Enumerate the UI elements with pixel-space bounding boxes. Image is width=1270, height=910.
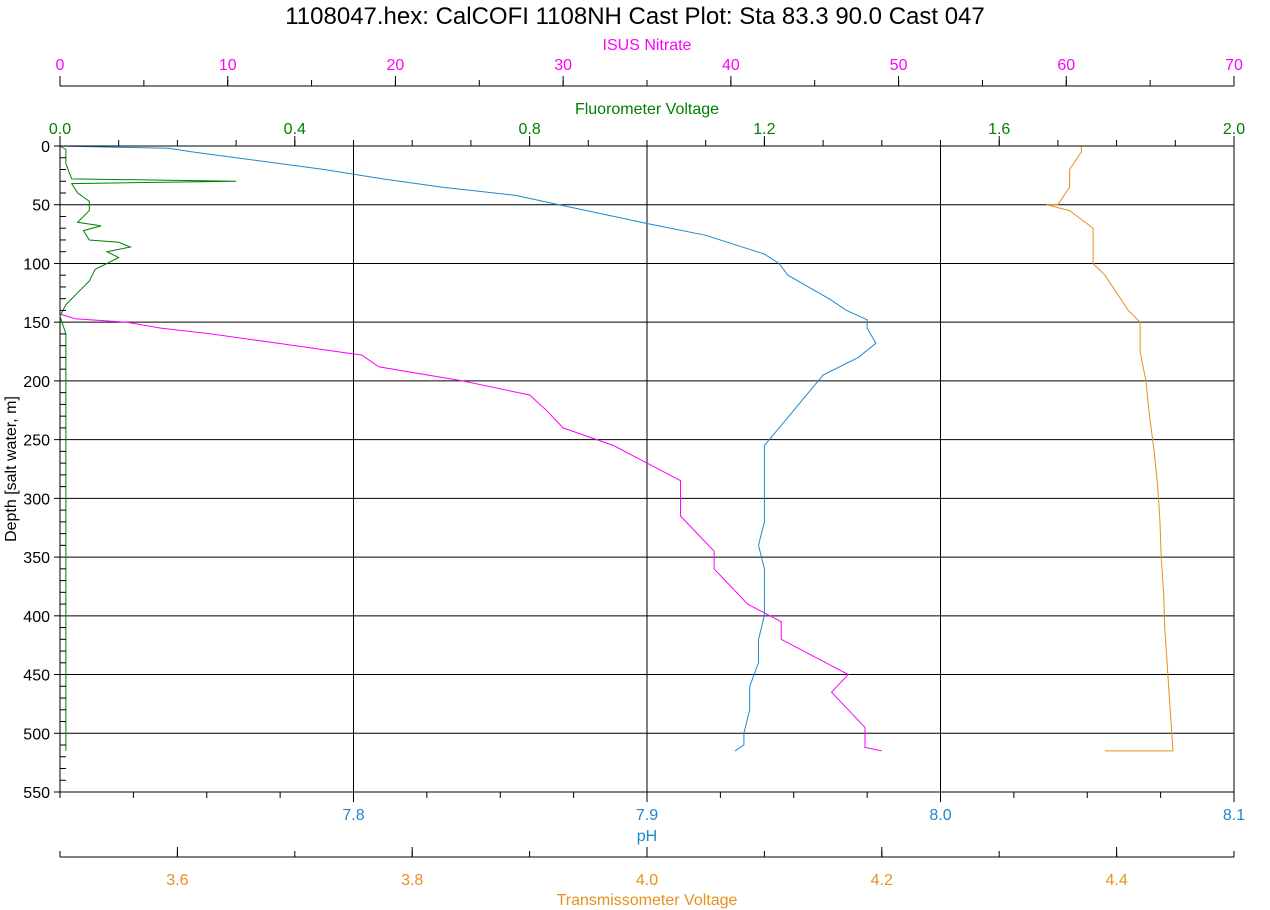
y-axis-label: Depth [salt water, m]	[3, 396, 20, 542]
trans-axis-title: Transmissometer Voltage	[557, 892, 738, 909]
fluor-tick-label: 2.0	[1223, 121, 1245, 138]
chart-title: 1108047.hex: CalCOFI 1108NH Cast Plot: S…	[285, 3, 985, 30]
y-tick-label: 300	[23, 491, 50, 508]
series-trans-line	[647, 145, 1174, 752]
nitrate-tick-label: 70	[1225, 57, 1243, 74]
trans-tick-label: 4.0	[636, 872, 658, 889]
ph-axis-title: pH	[637, 828, 657, 845]
nitrate-tick-label: 30	[554, 57, 572, 74]
y-tick-label: 100	[23, 256, 50, 273]
fluor-tick-label: 0.4	[284, 121, 306, 138]
nitrate-axis-title: ISUS Nitrate	[603, 37, 692, 54]
trans-tick-label: 3.6	[166, 872, 188, 889]
series-ph-line	[59, 145, 877, 752]
series-lines	[59, 145, 1174, 752]
nitrate-tick-label: 0	[56, 57, 65, 74]
series-fluor-line	[59, 145, 237, 751]
trans-tick-label: 4.2	[871, 872, 893, 889]
trans-tick-label: 4.4	[1105, 872, 1127, 889]
y-tick-label: 150	[23, 315, 50, 332]
fluor-tick-label: 1.6	[988, 121, 1010, 138]
y-tick-label: 250	[23, 433, 50, 450]
fluor-tick-label: 0.8	[518, 121, 540, 138]
y-tick-label: 50	[32, 198, 50, 215]
y-tick-label: 550	[23, 785, 50, 802]
ph-tick-label: 7.9	[636, 807, 658, 824]
ph-tick-label: 8.0	[929, 807, 951, 824]
y-tick-label: 450	[23, 668, 50, 685]
series-nitrate-line	[59, 313, 882, 752]
y-tick-label: 400	[23, 609, 50, 626]
y-tick-label: 0	[41, 139, 50, 156]
nitrate-tick-label: 20	[387, 57, 405, 74]
y-tick-label: 500	[23, 726, 50, 743]
ph-tick-label: 8.1	[1223, 807, 1245, 824]
fluor-axis-title: Fluorometer Voltage	[575, 101, 719, 118]
trans-tick-label: 3.8	[401, 872, 423, 889]
ph-tick-label: 7.8	[342, 807, 364, 824]
nitrate-tick-label: 40	[722, 57, 740, 74]
fluor-tick-label: 0.0	[49, 121, 71, 138]
y-tick-label: 350	[23, 550, 50, 567]
gridlines	[60, 146, 1234, 792]
nitrate-tick-label: 60	[1057, 57, 1075, 74]
nitrate-tick-label: 10	[219, 57, 237, 74]
axes: 0 50 100 150 200 250 300 350 400 450 500 550 0 10 20 30…	[23, 37, 1245, 909]
y-tick-label: 200	[23, 374, 50, 391]
fluor-tick-label: 1.2	[753, 121, 775, 138]
nitrate-tick-label: 50	[890, 57, 908, 74]
